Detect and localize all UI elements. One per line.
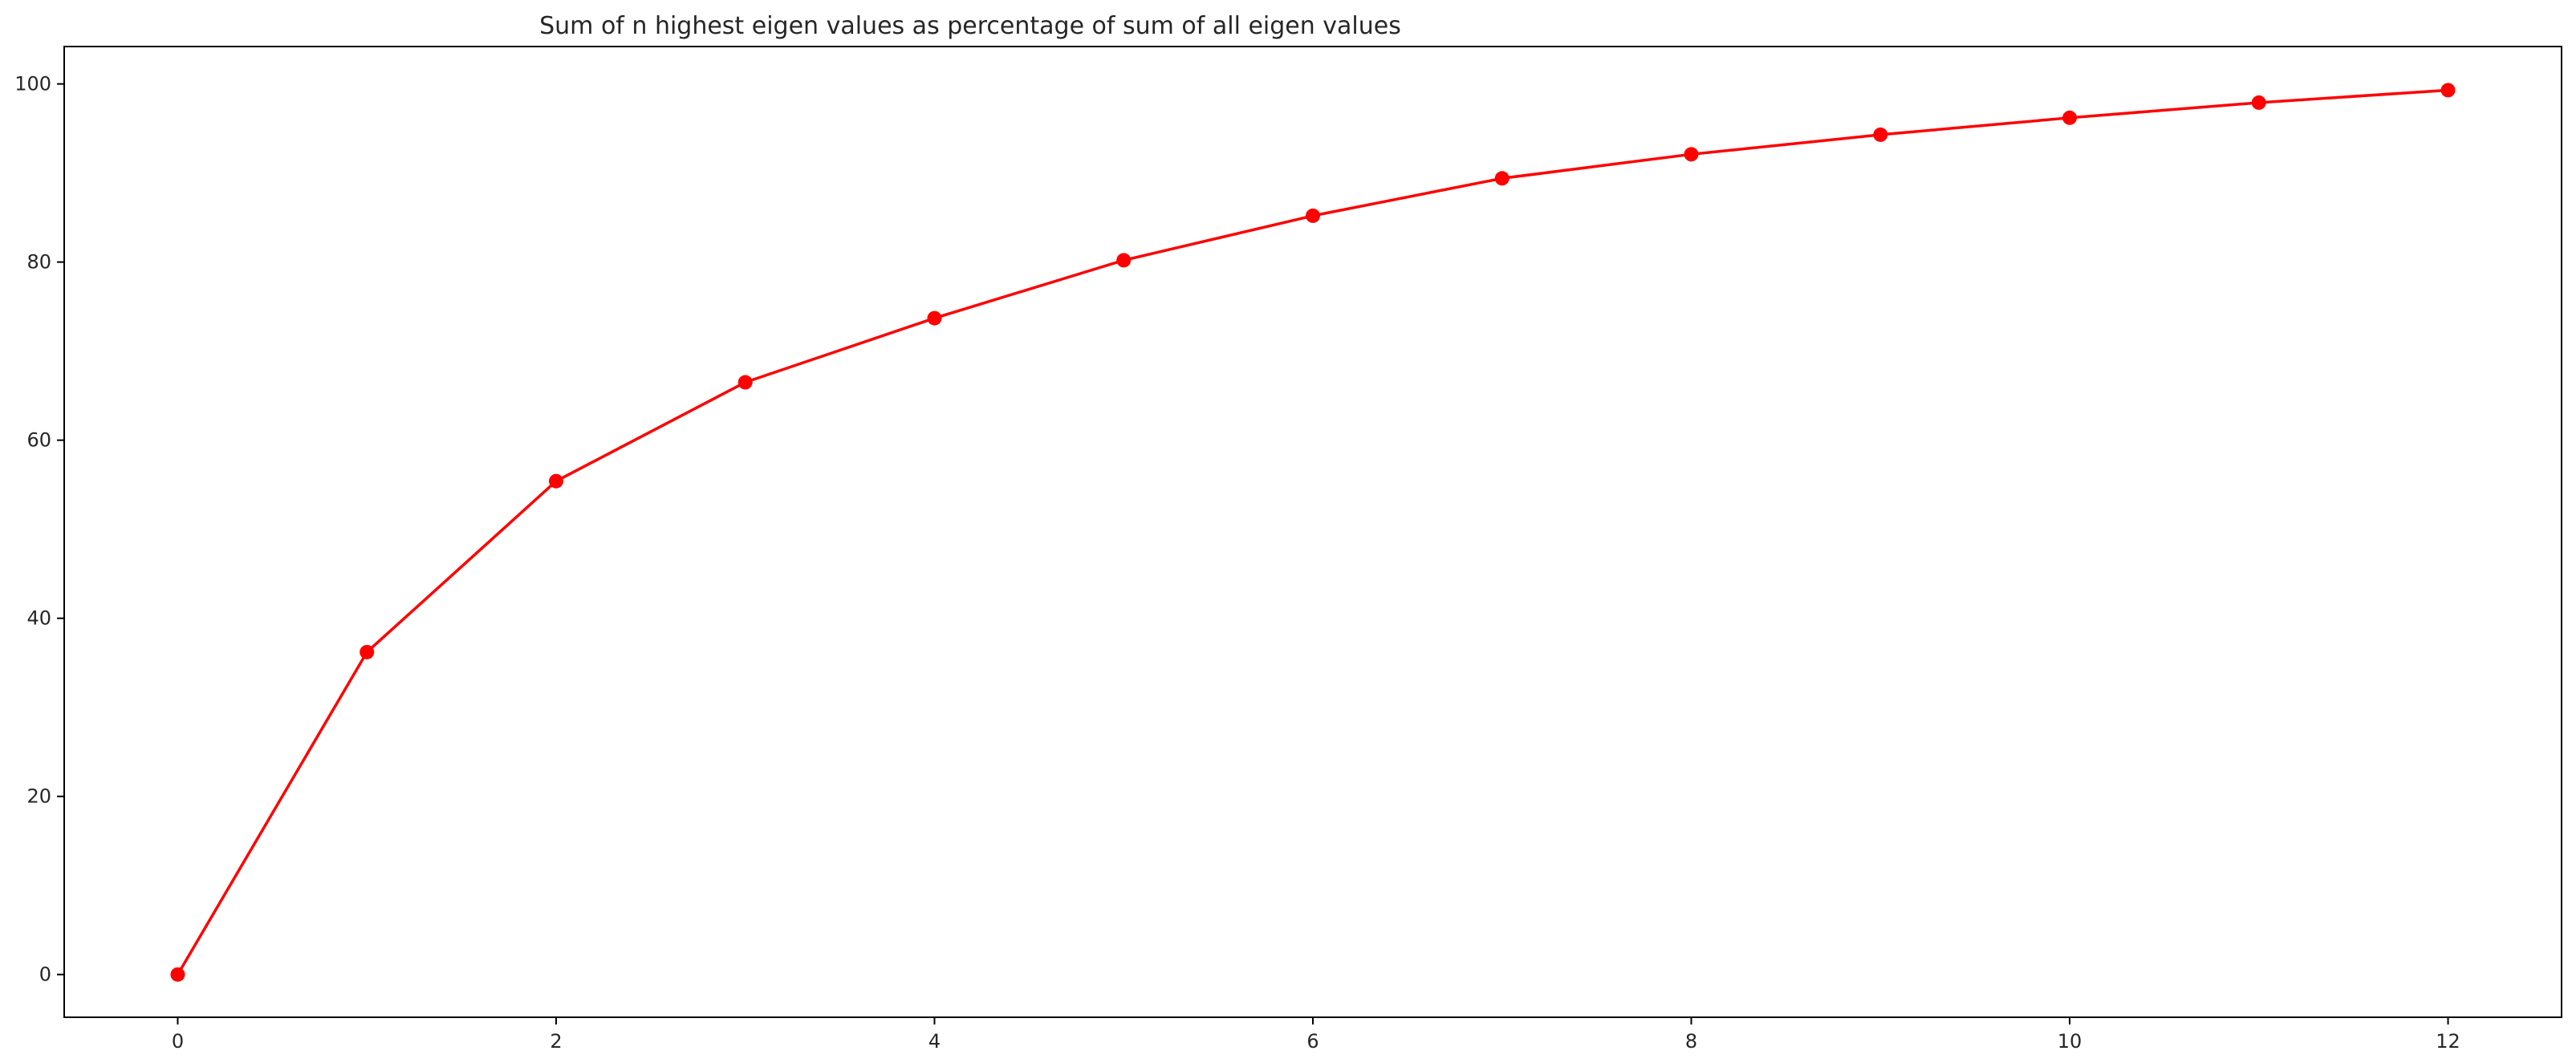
data-point — [360, 644, 375, 659]
data-point — [2251, 95, 2266, 110]
x-tick-label: 4 — [928, 1030, 941, 1053]
y-tick-label: 40 — [26, 607, 51, 630]
data-point — [1494, 171, 1509, 186]
plot-frame — [63, 46, 2562, 1018]
data-point — [2062, 110, 2078, 125]
data-point — [737, 375, 753, 390]
y-tick-label: 60 — [26, 429, 51, 452]
series-layer — [170, 83, 2456, 982]
data-point — [1684, 147, 1699, 162]
data-point — [2440, 83, 2456, 98]
data-point — [1116, 253, 1132, 268]
y-tick-label: 20 — [26, 785, 51, 808]
data-point — [927, 310, 942, 326]
x-tick-label: 10 — [2058, 1030, 2082, 1053]
x-tick-label: 2 — [550, 1030, 562, 1053]
data-point — [1306, 208, 1320, 223]
data-point — [548, 473, 563, 489]
data-point — [1873, 127, 1888, 142]
data-point — [170, 967, 185, 982]
x-tick-label: 6 — [1306, 1030, 1318, 1053]
chart-title: Sum of n highest eigen values as percent… — [539, 12, 1401, 40]
x-tick-label: 8 — [1685, 1030, 1697, 1053]
x-tick-label: 0 — [172, 1030, 184, 1053]
y-tick-label: 100 — [14, 73, 51, 95]
y-tick-label: 0 — [39, 964, 51, 986]
axes: 0 2 4 6 8 10 12 0 20 40 60 80 100 — [14, 46, 2562, 1053]
x-tick-label: 12 — [2436, 1030, 2460, 1053]
y-tick-label: 80 — [26, 251, 51, 274]
